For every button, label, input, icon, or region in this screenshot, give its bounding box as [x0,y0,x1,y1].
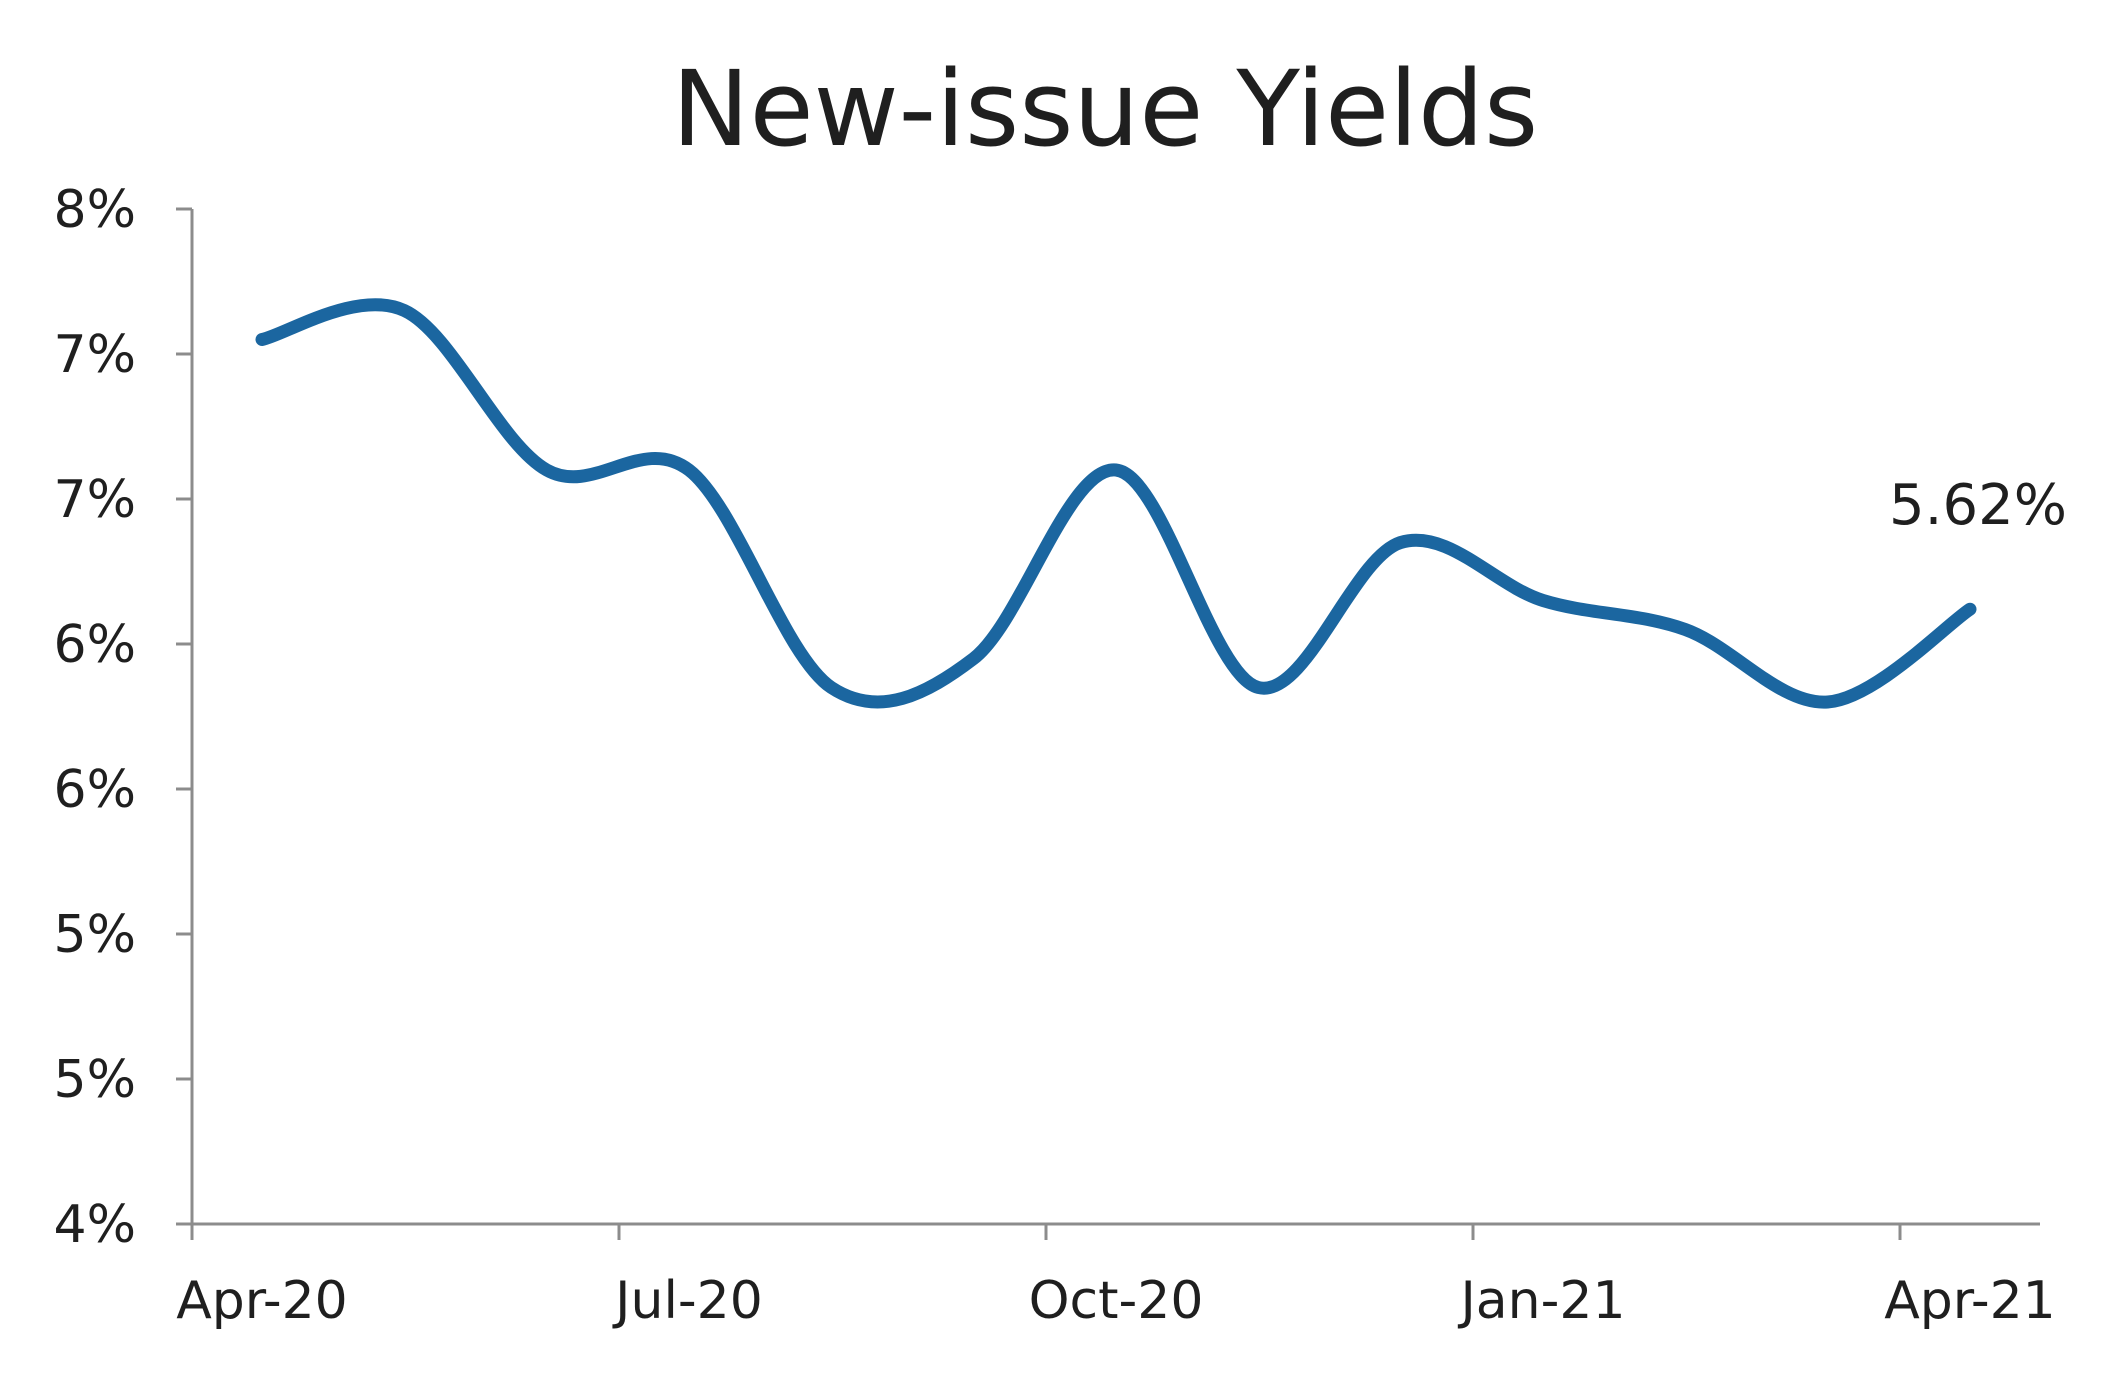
chart-title: New-issue Yields [672,48,1538,170]
x-tick-label: Jan-21 [1457,1271,1625,1331]
series-layer [255,298,1977,709]
y-tick-label: 6% [54,760,137,820]
y-axis-ticks: 4% 5% 5% 6% 6% 7% 7% 8% [54,180,192,1255]
series-line [255,298,1977,709]
y-tick-label: 7% [54,470,137,530]
x-axis-ticks: Apr-20 Jul-20 Oct-20 Jan-21 Apr-21 [176,1224,2056,1331]
y-tick-label: 6% [54,615,137,675]
data-label: 5.62% [1889,473,2067,538]
y-tick-label: 5% [54,905,137,965]
x-tick-label: Apr-21 [1884,1271,2056,1331]
y-tick-label: 5% [54,1050,137,1110]
axes [190,209,2040,1226]
x-tick-label: Oct-20 [1029,1271,1204,1331]
y-tick-label: 8% [54,180,137,240]
x-tick-label: Apr-20 [176,1271,348,1331]
y-tick-label: 4% [54,1195,137,1255]
annotation-layer: 5.62% [1889,473,2067,538]
x-tick-label: Jul-20 [612,1271,763,1331]
y-tick-label: 7% [54,325,137,385]
